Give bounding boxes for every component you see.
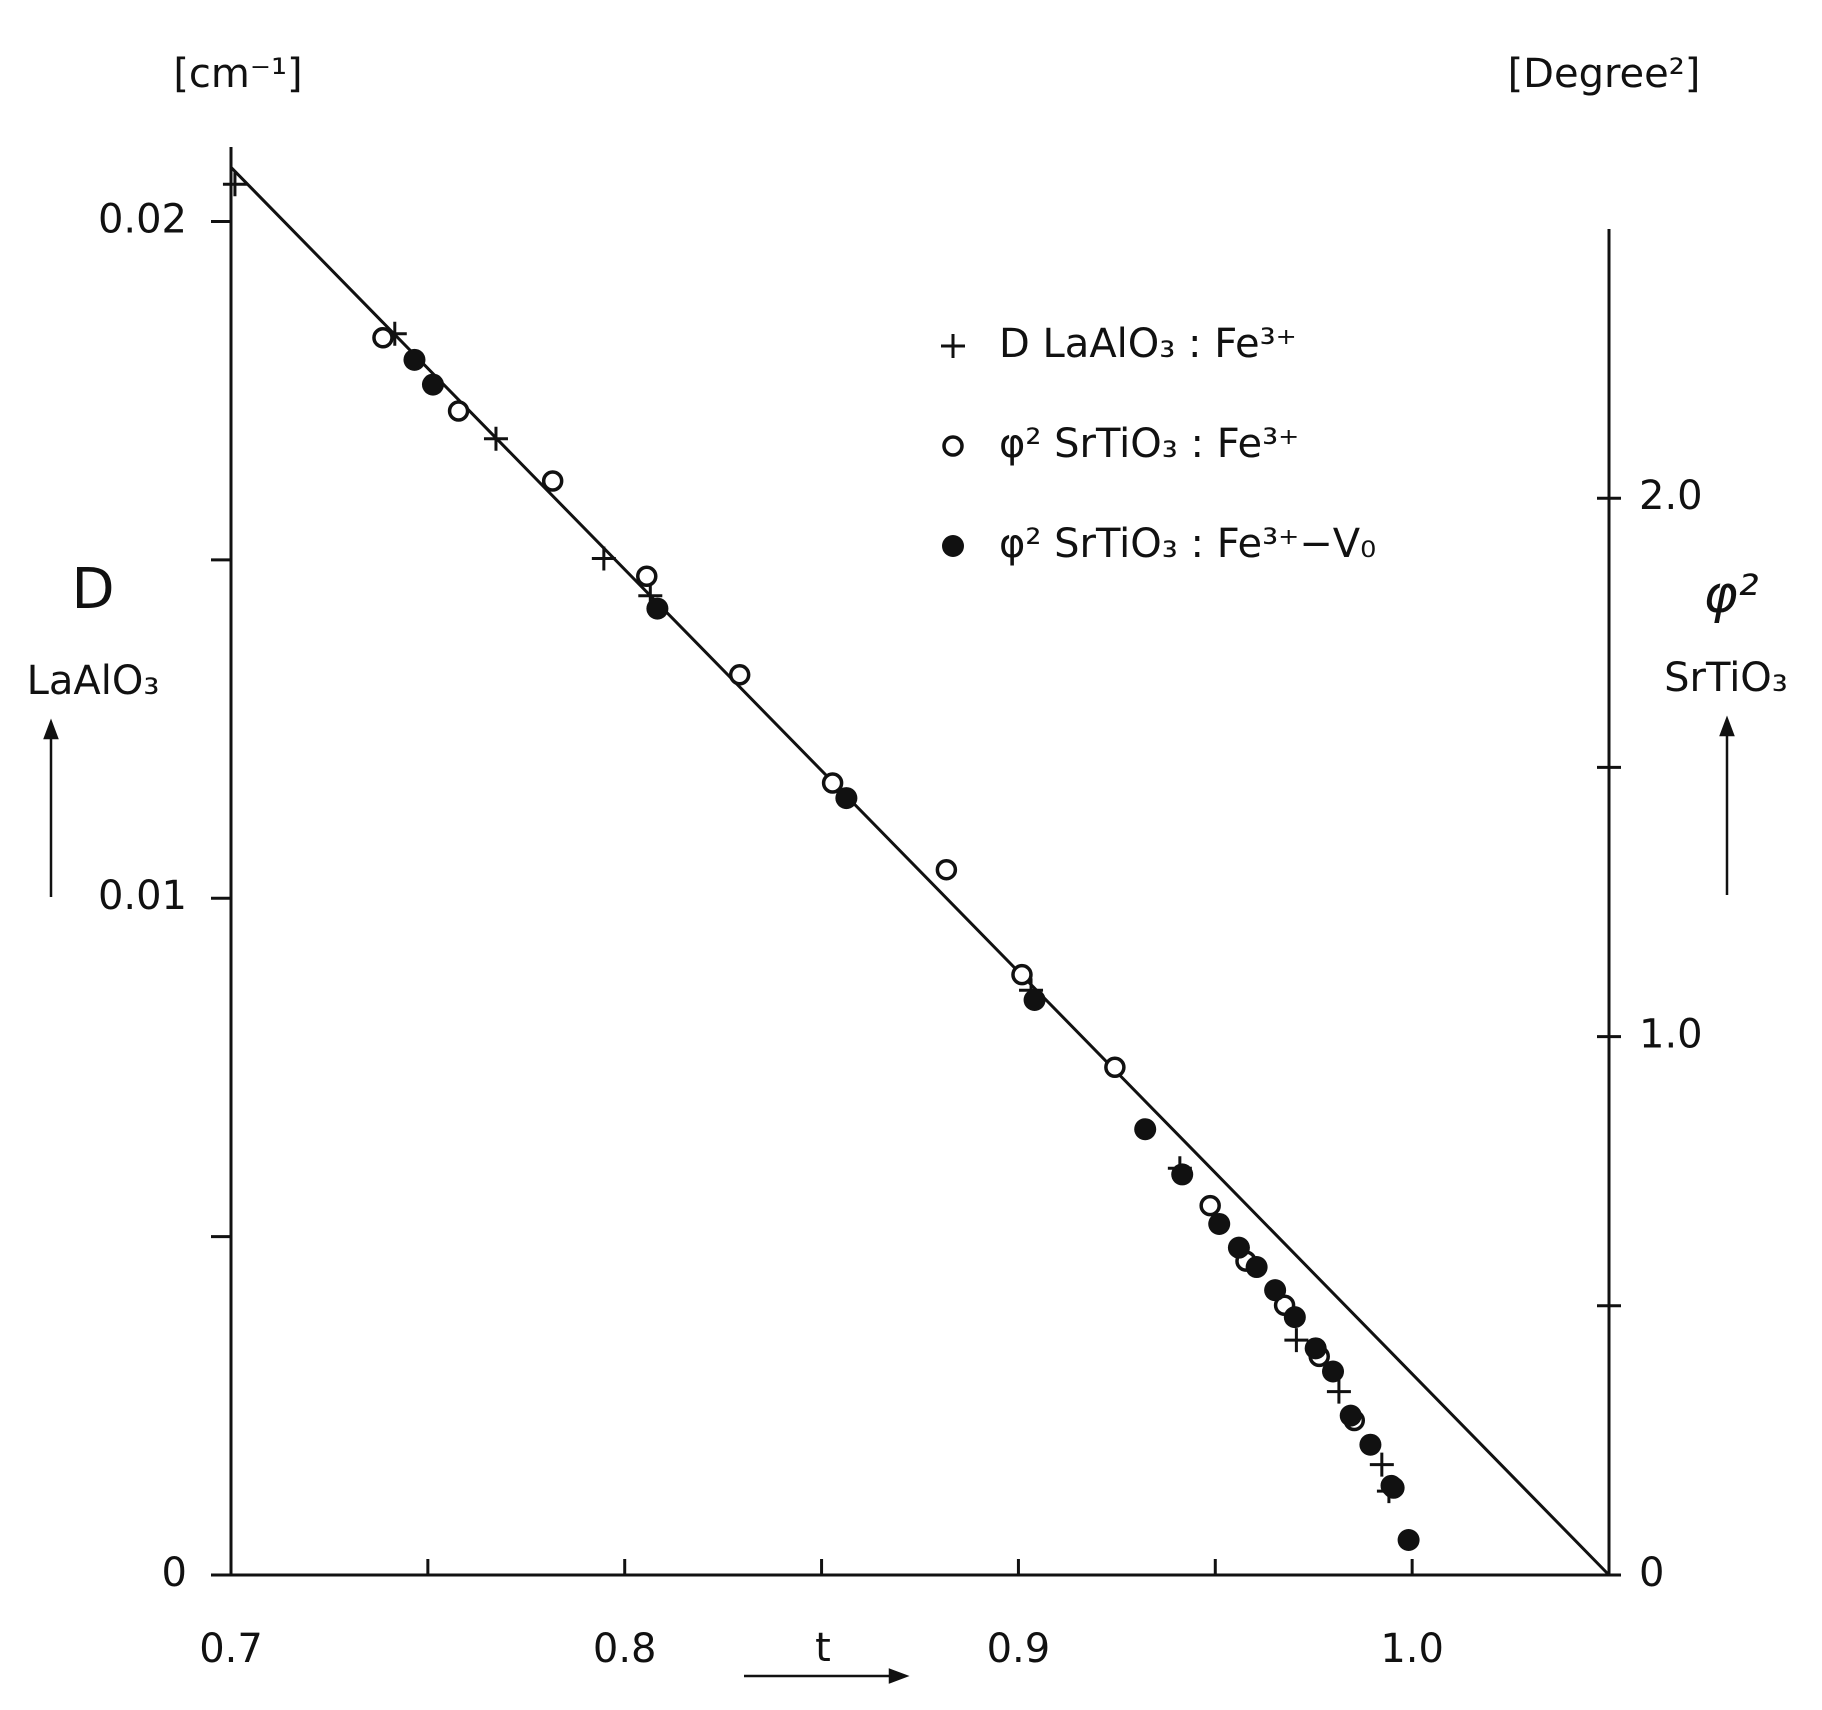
filled-circle-marker (403, 348, 426, 371)
plus-marker (483, 426, 508, 451)
filled-circle-marker (646, 597, 669, 620)
y2-tick-label: 2.0 (1639, 473, 1703, 519)
y-tick-label: 0.01 (98, 873, 187, 919)
x-label: t (815, 1625, 831, 1671)
open-circle-marker (728, 664, 751, 686)
open-circle-marker (935, 858, 958, 881)
y2-tick-label: 0 (1639, 1550, 1664, 1596)
open-circle-marker (1011, 963, 1033, 986)
filled-circle-marker (1227, 1236, 1250, 1259)
x-tick-label: 0.9 (987, 1626, 1051, 1672)
y-label: D (71, 557, 114, 622)
filled-circle-marker (1171, 1163, 1194, 1186)
filled-circle-marker (1304, 1337, 1327, 1360)
open-circle-marker (1104, 1056, 1126, 1079)
open-circle-marker (1199, 1194, 1221, 1217)
arrow-head (43, 718, 59, 740)
filled-circle-marker (1382, 1476, 1405, 1499)
y2-label: φ² (1703, 565, 1758, 625)
legend-label: D LaAlO₃ : Fe³⁺ (999, 321, 1297, 367)
legend-label: φ² SrTiO₃ : Fe³⁺ (999, 421, 1299, 467)
arrow-head (888, 1668, 910, 1684)
filled-circle-marker (421, 373, 444, 396)
filled-circle-marker (835, 787, 858, 810)
y-unit: [cm⁻¹] (173, 51, 302, 97)
plus-marker (1284, 1328, 1309, 1353)
filled-circle-marker (1208, 1212, 1231, 1235)
filled-circle-marker (1023, 988, 1046, 1011)
y-tick-label: 0.02 (98, 196, 187, 242)
x-tick-label: 0.7 (199, 1626, 263, 1672)
arrows (43, 715, 1735, 1684)
filled-circle-marker (1134, 1118, 1157, 1141)
plus-marker (1369, 1452, 1394, 1477)
filled-circle-marker (1339, 1404, 1362, 1427)
y2-label-sub: SrTiO₃ (1664, 655, 1788, 701)
y-tick-label: 0 (162, 1550, 187, 1596)
plus-marker (1326, 1379, 1351, 1404)
filled-circle-marker (1264, 1279, 1287, 1302)
filled-circle-marker (1322, 1360, 1345, 1383)
plus-marker (222, 172, 247, 197)
plus-marker (591, 546, 616, 571)
y-label-sub: LaAlO₃ (27, 658, 160, 704)
open-circle-marker (942, 435, 964, 457)
open-circle-marker (821, 772, 844, 794)
y2-tick-label: 1.0 (1639, 1012, 1703, 1058)
open-circle-marker (636, 565, 658, 588)
x-tick-label: 0.8 (593, 1626, 657, 1672)
y2-unit: [Degree²] (1508, 51, 1701, 97)
filled-circle-marker (1397, 1529, 1420, 1552)
filled-circle-marker (1283, 1306, 1306, 1329)
open-circle-marker (541, 470, 564, 492)
open-circle-marker (372, 327, 394, 349)
x-tick-label: 1.0 (1380, 1626, 1444, 1672)
open-circle-marker (447, 400, 470, 422)
filled-circle-marker (1245, 1256, 1268, 1279)
legend-label: φ² SrTiO₃ : Fe³⁺−V₀ (999, 521, 1376, 567)
filled-circle-marker (942, 535, 964, 557)
arrow-head (1719, 715, 1735, 737)
filled-circle-marker (1359, 1433, 1382, 1456)
plus-marker (941, 334, 965, 358)
